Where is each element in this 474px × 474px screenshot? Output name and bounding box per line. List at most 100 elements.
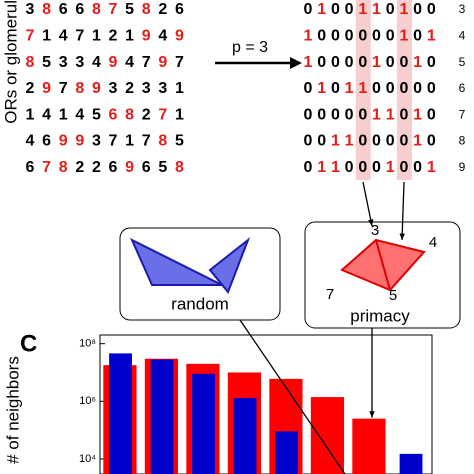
- concentration: 3: [109, 80, 118, 97]
- binary-digit: 0: [358, 28, 367, 45]
- concentration: 6: [109, 106, 118, 123]
- concentration: 1: [59, 106, 68, 123]
- binary-digit: 0: [427, 133, 436, 150]
- concentration: 8: [158, 133, 167, 150]
- primacy-label: primacy: [350, 306, 410, 325]
- binary-digit: 1: [413, 106, 422, 123]
- concentration: 5: [158, 159, 167, 176]
- bar: [192, 373, 215, 474]
- arrow-head: [399, 233, 405, 240]
- concentration: 9: [158, 54, 167, 71]
- arrow-head: [368, 219, 374, 226]
- binary-digit: 0: [358, 133, 367, 150]
- binary-digit: 0: [345, 28, 354, 45]
- binary-digit: 1: [317, 80, 326, 97]
- binary-digit: 0: [427, 54, 436, 71]
- concentration: 8: [125, 106, 134, 123]
- concentration: 2: [26, 80, 35, 97]
- binary-digit: 0: [372, 159, 381, 176]
- concentration: 9: [92, 80, 101, 97]
- binary-digit: 0: [345, 106, 354, 123]
- binary-digit: 0: [413, 1, 422, 18]
- concentration: 6: [26, 159, 35, 176]
- binary-digit: 0: [399, 106, 408, 123]
- bar: [150, 359, 174, 474]
- concentration: 1: [175, 80, 184, 97]
- y-tick-label: 10⁸: [79, 338, 96, 350]
- concentration: 7: [158, 106, 167, 123]
- panel-label: C: [20, 330, 37, 357]
- binary-digit: 0: [386, 133, 395, 150]
- binary-digit: 1: [331, 159, 340, 176]
- concentration: 7: [26, 28, 35, 45]
- binary-digit: 1: [372, 106, 381, 123]
- binary-digit: 0: [386, 54, 395, 71]
- binary-digit: 1: [386, 106, 395, 123]
- concentration: 7: [59, 80, 68, 97]
- binary-digit: 0: [317, 28, 326, 45]
- matrix-label: ORs or glomeruli: [1, 0, 20, 124]
- binary-digit: 0: [372, 80, 381, 97]
- concentration: 5: [125, 1, 134, 18]
- y-axis-label: # of neighbors: [3, 356, 22, 464]
- binary-digit: 0: [427, 106, 436, 123]
- concentration: 5: [42, 54, 51, 71]
- concentration: 4: [42, 106, 51, 123]
- concentration: 1: [26, 106, 35, 123]
- triangle: [208, 236, 251, 294]
- binary-digit: 0: [331, 106, 340, 123]
- binary-digit: 1: [304, 28, 313, 45]
- binary-digit: 0: [317, 54, 326, 71]
- concentration: 7: [75, 28, 84, 45]
- concentration: 8: [175, 159, 184, 176]
- binary-digit: 1: [345, 133, 354, 150]
- arrow-head: [290, 57, 302, 69]
- vertex-label: 7: [326, 286, 334, 303]
- concentration: 9: [75, 133, 84, 150]
- binary-digit: 1: [399, 28, 408, 45]
- concentration: 8: [42, 1, 51, 18]
- arrow: [362, 181, 373, 227]
- concentration: 9: [59, 133, 68, 150]
- binary-digit: 0: [345, 159, 354, 176]
- binary-digit: 1: [317, 1, 326, 18]
- concentration: 3: [59, 54, 68, 71]
- binary-digit: 1: [372, 1, 381, 18]
- concentration: 4: [75, 106, 84, 123]
- bar: [399, 453, 423, 474]
- binary-digit: 0: [372, 133, 381, 150]
- concentration: 7: [42, 159, 51, 176]
- concentration: 3: [92, 133, 101, 150]
- concentration: 6: [59, 1, 68, 18]
- binary-digit: 1: [399, 1, 408, 18]
- bar: [352, 418, 386, 474]
- concentration: 6: [42, 133, 51, 150]
- concentration: 4: [59, 28, 68, 45]
- concentration: 7: [142, 133, 151, 150]
- concentration: 3: [26, 1, 35, 18]
- concentration: 4: [26, 133, 35, 150]
- binary-digit: 1: [317, 159, 326, 176]
- concentration: 9: [175, 28, 184, 45]
- bar: [233, 398, 257, 474]
- binary-digit: 0: [304, 1, 313, 18]
- concentration: 1: [125, 28, 134, 45]
- row-number: 7: [459, 107, 466, 121]
- binary-digit: 0: [386, 80, 395, 97]
- concentration: 7: [109, 1, 118, 18]
- y-tick-label: 10⁴: [79, 453, 96, 465]
- concentration: 2: [92, 159, 101, 176]
- concentration: 6: [109, 159, 118, 176]
- triangle: [129, 237, 223, 286]
- concentration: 9: [125, 159, 134, 176]
- concentration: 9: [109, 54, 118, 71]
- binary-digit: 0: [413, 28, 422, 45]
- row-number: 4: [459, 28, 466, 42]
- concentration: 3: [75, 54, 84, 71]
- concentration: 5: [92, 106, 101, 123]
- bar: [275, 431, 298, 474]
- binary-digit: 1: [358, 1, 367, 18]
- concentration: 6: [75, 1, 84, 18]
- binary-digit: 1: [345, 80, 354, 97]
